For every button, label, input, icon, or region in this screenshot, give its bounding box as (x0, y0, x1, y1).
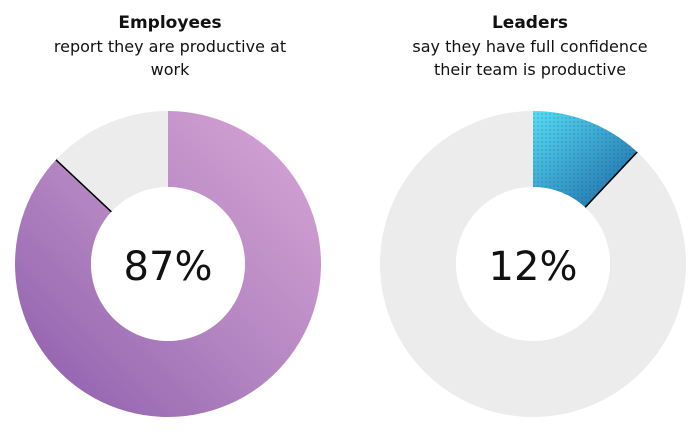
leaders-title: Leaders (491, 13, 569, 33)
leaders-slice-texture (533, 111, 638, 208)
leaders-slice-rest (380, 111, 686, 417)
employees-panel: Employees report they are productive at … (0, 0, 340, 437)
employees-heading: Employees report they are productive at … (0, 12, 340, 81)
employees-title: Employees (118, 13, 222, 33)
leaders-panel: Leaders say they have full confidence th… (360, 0, 700, 437)
leaders-donut-hole (456, 187, 610, 341)
employees-subtitle: report they are productive at work (53, 37, 287, 79)
employees-slice-highlight (14, 111, 321, 417)
leaders-slice-separator (584, 151, 639, 209)
leaders-subtitle: say they have full confidence their team… (412, 37, 648, 79)
leaders-center-label: 12% (489, 244, 578, 290)
leaders-donut-chart: 12% (380, 111, 686, 417)
leaders-heading: Leaders say they have full confidence th… (360, 12, 700, 81)
employees-slice-rest (56, 111, 168, 212)
employees-donut-chart: 87% (14, 111, 321, 417)
employees-donut-hole (91, 187, 245, 341)
employees-center-label: 87% (124, 244, 213, 290)
